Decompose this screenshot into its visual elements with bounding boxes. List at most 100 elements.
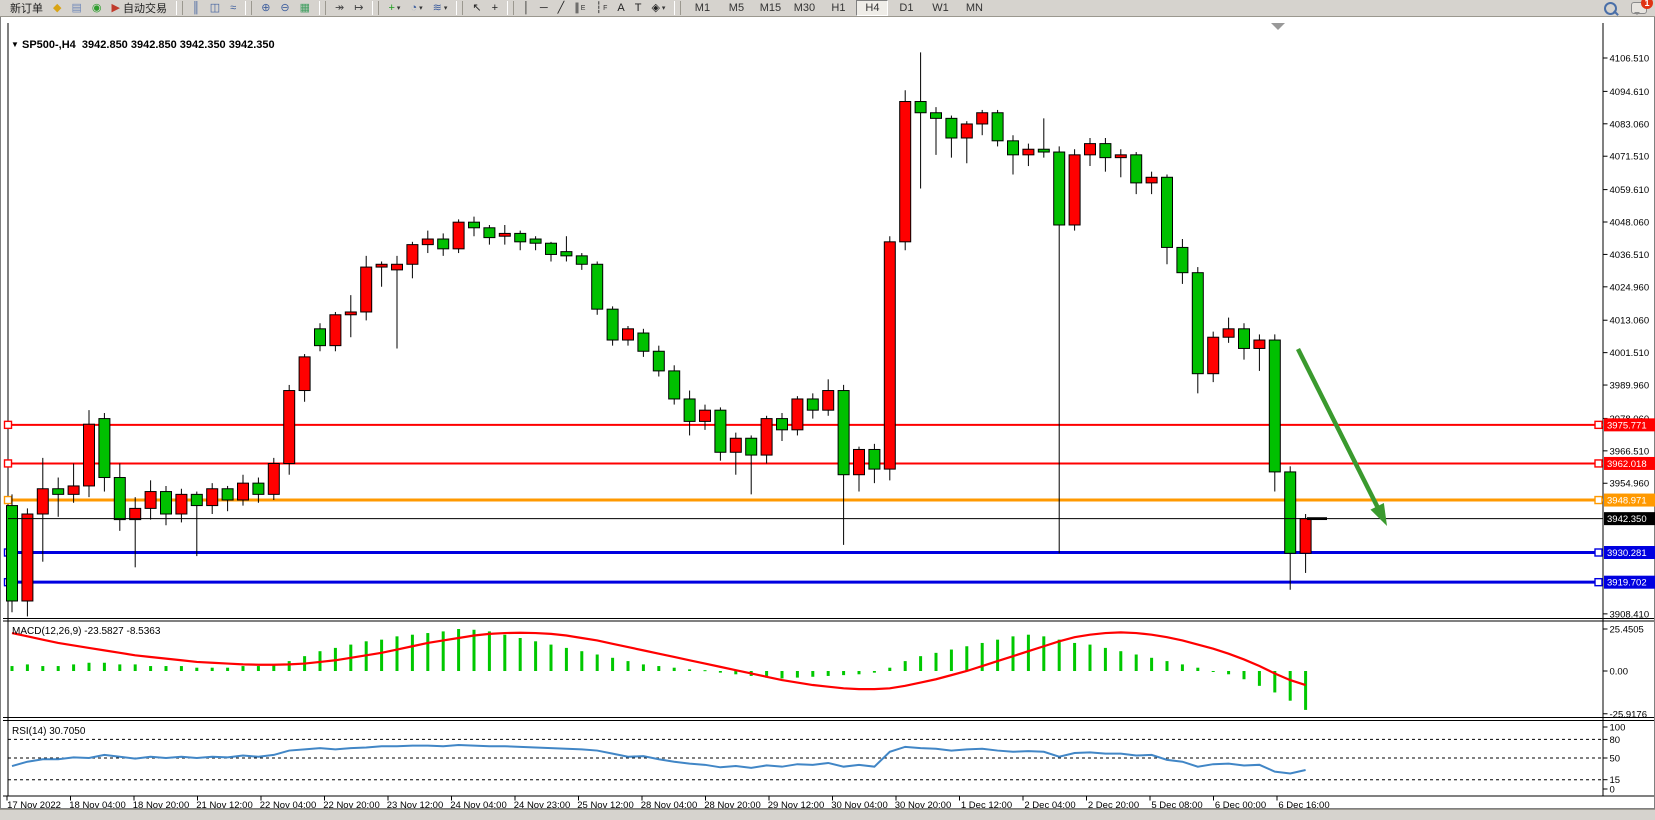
timeframe-d1-button[interactable]: D1	[899, 2, 914, 14]
line-handle[interactable]	[3, 495, 13, 505]
svg-text:1 Dec 12:00: 1 Dec 12:00	[961, 800, 1012, 811]
line-handle[interactable]	[1594, 420, 1603, 430]
fibonacci-icon[interactable]: ┆ F	[591, 0, 611, 16]
timeframe-m30-button[interactable]: M30	[793, 2, 816, 14]
arrows-icon: ◈	[651, 2, 660, 14]
equidistant-channel-icon[interactable]: ∥ E	[570, 0, 589, 16]
svg-text:3962.018: 3962.018	[1607, 459, 1647, 470]
chart-shift-marker[interactable]	[1271, 23, 1285, 30]
timeframe-m1-button[interactable]: M1	[694, 2, 711, 14]
notifications-icon[interactable]: 1	[1631, 0, 1653, 15]
arrows-icon[interactable]: ◈ ▾	[647, 0, 669, 16]
template-icon[interactable]: ≋ ▾	[429, 0, 452, 16]
price-tag-3975.771: 3975.771	[1604, 418, 1655, 432]
chart-title-bar: ▼ SP500-,H4 3942.850 3942.850 3942.350 3…	[11, 39, 275, 51]
svg-text:6 Dec 16:00: 6 Dec 16:00	[1278, 800, 1329, 811]
arrows-icon-caret[interactable]: ▾	[661, 5, 666, 12]
tile-windows-icon[interactable]: ▦	[296, 0, 314, 16]
chart-window-icon[interactable]: ◆	[49, 0, 65, 16]
timeframe-h4-button[interactable]: H4	[856, 0, 889, 16]
trendline-icon[interactable]: ╱	[554, 0, 569, 16]
timeframe-clock-icon[interactable]: ◔ ▾	[406, 0, 426, 16]
svg-text:4024.960: 4024.960	[1610, 282, 1650, 293]
signals-icon[interactable]: ◉	[88, 0, 106, 16]
line-handle[interactable]	[1594, 577, 1603, 587]
panel-frame	[3, 23, 1654, 797]
toolbar-separator	[245, 1, 253, 15]
toolbar-separator	[372, 1, 380, 15]
chart-shift-icon[interactable]: ↦	[350, 0, 367, 16]
svg-text:4094.610: 4094.610	[1610, 87, 1650, 98]
line-handle[interactable]	[1594, 495, 1603, 505]
line-handle[interactable]	[3, 420, 13, 430]
timeframe-m5-button[interactable]: M5	[728, 2, 745, 14]
line-handle[interactable]	[1594, 548, 1603, 557]
vertical-line-icon: │	[523, 2, 530, 14]
market-watch-icon[interactable]: ▤	[67, 0, 85, 16]
timeframe-clock-icon-caret[interactable]: ▾	[419, 5, 423, 12]
horizontal-line-icon[interactable]: ─	[536, 0, 552, 16]
price-tags: 3975.771 3962.018 3948.971 3942.350 3930.281…	[1604, 418, 1655, 589]
svg-text:50: 50	[1610, 754, 1621, 765]
svg-text:3975.771: 3975.771	[1607, 420, 1647, 431]
market-watch-icon: ▤	[71, 2, 82, 14]
crosshair-icon[interactable]: +	[488, 0, 502, 16]
svg-text:29 Nov 12:00: 29 Nov 12:00	[768, 800, 825, 811]
auto-scroll-icon: ↠	[335, 2, 345, 14]
add-indicator-icon-caret[interactable]: ▾	[396, 5, 401, 12]
rsi-line	[11, 743, 1306, 775]
timeframe-w1-button[interactable]: W1	[932, 2, 949, 14]
text-label-icon[interactable]: T	[631, 0, 646, 16]
svg-text:3948.971: 3948.971	[1607, 496, 1647, 507]
zoom-in-icon[interactable]: ⊕	[257, 0, 274, 16]
line-chart-type-icon[interactable]: ≈	[226, 0, 240, 16]
price-tag-3930.281: 3930.281	[1604, 545, 1655, 559]
vertical-line-icon[interactable]: │	[519, 0, 534, 16]
cursor-icon[interactable]: ↖	[468, 0, 485, 16]
fibonacci-icon-sub: F	[603, 4, 608, 12]
signals-icon: ◉	[91, 2, 102, 14]
autotrading-button[interactable]: ▶ 自动交易	[107, 0, 170, 16]
candlestick-chart-type-icon[interactable]: ◫	[206, 0, 224, 16]
price-tag-3948.971: 3948.971	[1604, 493, 1655, 507]
text-icon: A	[617, 2, 625, 14]
notification-badge: 1	[1641, 0, 1653, 9]
svg-text:2 Dec 04:00: 2 Dec 04:00	[1024, 800, 1075, 811]
template-icon-caret[interactable]: ▾	[443, 5, 448, 12]
svg-text:4071.510: 4071.510	[1610, 152, 1650, 163]
macd-label: MACD(12,26,9) -23.5827 -8.5363	[12, 626, 161, 637]
timeframe-h1-button[interactable]: H1	[831, 2, 846, 14]
svg-text:18 Nov 04:00: 18 Nov 04:00	[69, 800, 126, 811]
tile-windows-icon: ▦	[299, 2, 311, 14]
toolbar-separator	[319, 1, 327, 15]
candlestick-chart-type-icon: ◫	[209, 2, 221, 14]
text-icon[interactable]: A	[613, 0, 628, 16]
toolbar: 新订单 ◆ ▤ ◉ ▶ 自动交易 ║ ◫ ≈ ⊕ ⊖ ▦ ↠ ↦ + ▾ ◔ ▾ ≋ ▾ ↖ + │ ─ ╱ ∥ E ┆ F A T ◈ ▾ M1…	[0, 0, 1655, 17]
line-handle[interactable]	[3, 459, 13, 468]
svg-text:3966.510: 3966.510	[1610, 446, 1650, 457]
toolbar-separator	[175, 1, 183, 15]
chart-collapse-icon[interactable]: ▼	[11, 40, 19, 49]
svg-text:30 Nov 04:00: 30 Nov 04:00	[831, 800, 888, 811]
chart-window-icon: ◆	[53, 2, 62, 14]
timeframe-mn-button[interactable]: MN	[965, 2, 983, 14]
add-indicator-icon[interactable]: + ▾	[384, 0, 404, 16]
trend-arrow[interactable]	[1295, 347, 1387, 526]
new-order-button[interactable]: 新订单	[3, 0, 47, 16]
svg-text:18 Nov 20:00: 18 Nov 20:00	[133, 800, 190, 811]
svg-text:21 Nov 12:00: 21 Nov 12:00	[196, 800, 253, 811]
svg-text:3954.960: 3954.960	[1610, 479, 1650, 490]
search-icon[interactable]	[1604, 1, 1617, 15]
price-tag-3919.702: 3919.702	[1604, 575, 1655, 589]
line-handle[interactable]	[1594, 459, 1603, 468]
zoom-out-icon[interactable]: ⊖	[276, 0, 293, 16]
auto-scroll-icon[interactable]: ↠	[331, 0, 348, 16]
autotrading-button: ▶	[111, 2, 120, 14]
svg-text:0: 0	[1610, 785, 1615, 796]
horizontal-line-icon: ─	[539, 2, 548, 14]
rsi-label: RSI(14) 30.7050	[12, 726, 86, 737]
bar-chart-type-icon[interactable]: ║	[188, 0, 204, 16]
price-line-3948.971[interactable]	[3, 495, 1603, 505]
timeframe-m15-button[interactable]: M15	[759, 2, 782, 14]
svg-text:22 Nov 20:00: 22 Nov 20:00	[323, 800, 380, 811]
